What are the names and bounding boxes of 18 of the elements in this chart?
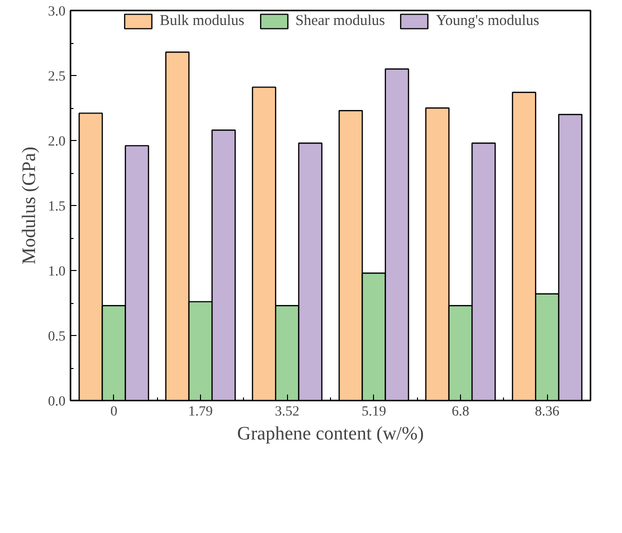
legend-label: Shear modulus xyxy=(295,12,385,30)
x-tick-label: 6.8 xyxy=(452,404,470,420)
y-axis-title: Modulus (GPa) xyxy=(19,146,40,264)
x-tick-label: 1.79 xyxy=(188,404,213,420)
y-tick-label: 2.0 xyxy=(48,134,66,150)
y-tick-label: 3.0 xyxy=(48,4,66,20)
y-tick-label: 0.5 xyxy=(48,330,66,344)
legend-label: Young's modulus xyxy=(436,12,540,30)
y-tick-label: 2.5 xyxy=(48,70,66,84)
x-tick-label: 0 xyxy=(110,404,118,420)
x-axis-title: Graphene content (w/%) xyxy=(237,424,424,444)
y-tick-label: 0.0 xyxy=(48,394,66,410)
x-tick-label: 5.19 xyxy=(362,404,386,420)
y-tick-label: 1.0 xyxy=(48,264,66,280)
x-tick-label: 8.36 xyxy=(534,404,560,420)
legend-label: Bulk modulus xyxy=(160,12,244,30)
x-tick-label: 3.52 xyxy=(274,404,300,420)
y-tick-label: 1.5 xyxy=(48,200,66,214)
